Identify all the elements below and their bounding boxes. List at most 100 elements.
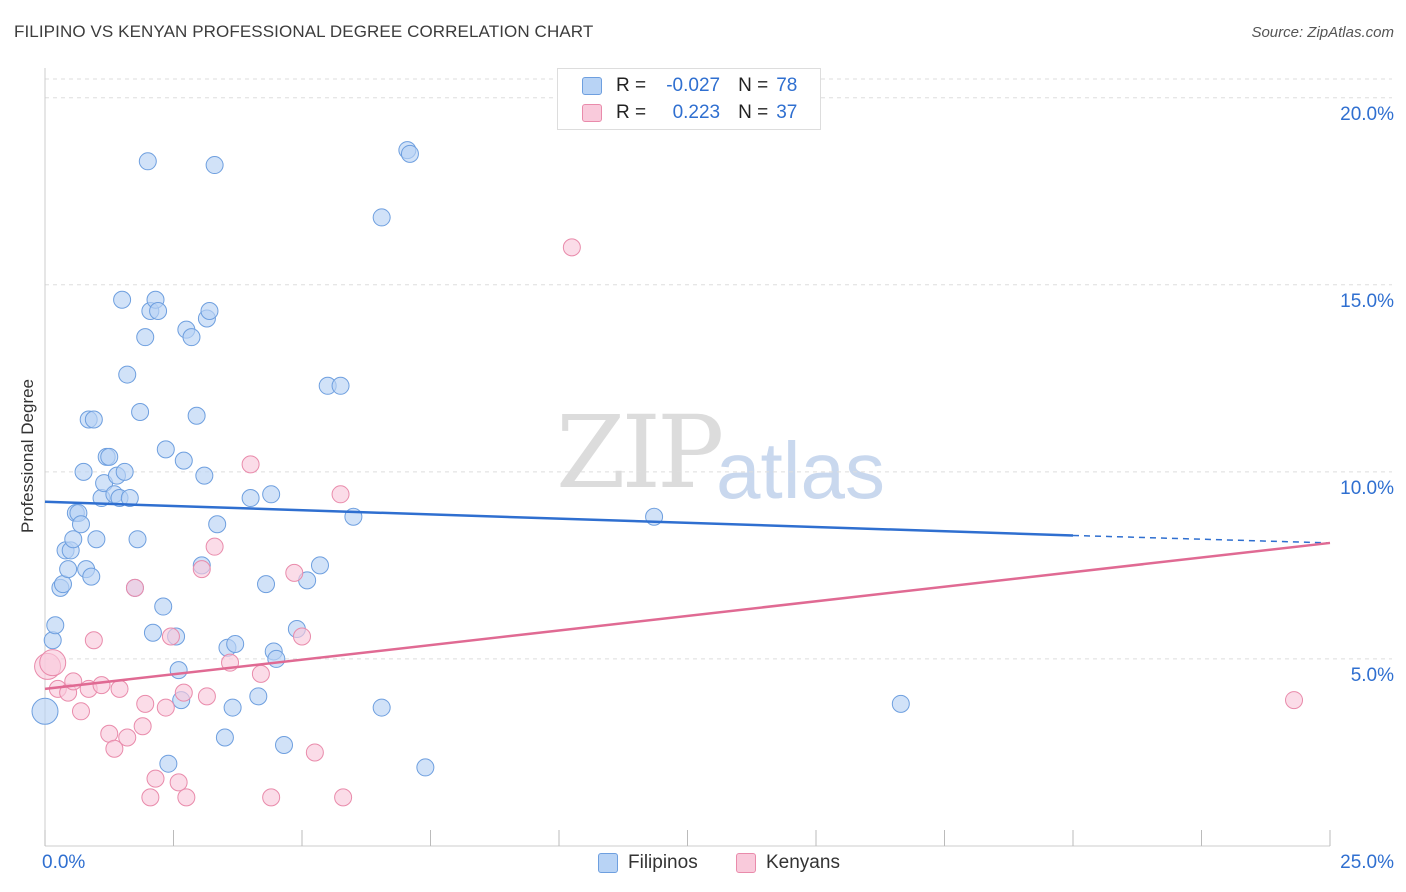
filipino-swatch: [582, 77, 602, 95]
filipino-point: [205, 156, 224, 175]
trend-lines: [44, 500, 1331, 691]
kenyan-point: [125, 578, 144, 597]
filipino-point: [136, 328, 155, 347]
kenyan-point: [118, 728, 137, 747]
kenyan-point: [133, 717, 152, 736]
filipino-point: [169, 661, 188, 680]
kenyan-point: [1285, 691, 1304, 710]
filipino-point: [187, 406, 206, 425]
filipino-point: [149, 301, 168, 320]
kenyan-point: [205, 537, 224, 556]
kenyan-point: [39, 649, 67, 677]
filipino-point: [82, 567, 101, 586]
filipino-point: [31, 697, 59, 725]
filipino-point: [53, 575, 72, 594]
filipino-point: [195, 466, 214, 485]
kenyan-swatch: [582, 104, 602, 122]
filipino-legend-label: Filipinos: [628, 852, 698, 873]
kenyan-point: [146, 769, 165, 788]
data-points: [31, 141, 1304, 807]
kenyan-point: [192, 560, 211, 579]
filipino-point: [241, 489, 260, 508]
filipino-point: [249, 687, 268, 706]
filipino-point: [891, 694, 910, 713]
grid-lines: [45, 78, 1392, 660]
y-tick-label: 10.0%: [1340, 477, 1394, 499]
kenyan-point: [136, 694, 155, 713]
filipino-point: [74, 462, 93, 481]
chart-title: FILIPINO VS KENYAN PROFESSIONAL DEGREE C…: [14, 22, 594, 41]
filipino-point: [208, 515, 227, 534]
filipino-point: [416, 758, 435, 777]
kenyan-point: [71, 702, 90, 721]
kenyan-point: [84, 631, 103, 650]
filipino-point: [120, 489, 139, 508]
kenyan-point: [241, 455, 260, 474]
kenyan-point: [331, 485, 350, 504]
filipino-legend-swatch: [598, 853, 618, 873]
kenyan-point: [334, 788, 353, 807]
y-tick-label: 5.0%: [1350, 664, 1394, 686]
filipino-point: [215, 728, 234, 747]
kenyan-point: [161, 627, 180, 646]
kenyan-point: [141, 788, 160, 807]
filipino-point: [310, 556, 329, 575]
filipino-point: [174, 451, 193, 470]
filipino-point: [100, 447, 119, 466]
kenyan-point: [285, 563, 304, 582]
filipino-point: [182, 328, 201, 347]
kenyan-point: [562, 238, 581, 257]
correlation-legend: R = -0.027 N = 78 R = 0.223 N = 37: [557, 68, 821, 130]
y-tick-label: 15.0%: [1340, 290, 1394, 312]
kenyan-point: [197, 687, 216, 706]
filipino-point: [275, 735, 294, 754]
filipino-point: [115, 462, 134, 481]
legend-r-label: R =: [616, 75, 647, 96]
filipino-point: [200, 301, 219, 320]
filipino-trend-line: [44, 500, 1074, 537]
axes: [44, 68, 1331, 847]
filipino-point: [43, 631, 62, 650]
bottom-legend-filipinos[interactable]: Filipinos: [598, 852, 698, 874]
filipino-point: [59, 560, 78, 579]
y-tick-label: 20.0%: [1340, 103, 1394, 125]
kenyan-legend-label: Kenyans: [766, 852, 840, 873]
kenyan-point: [262, 788, 281, 807]
filipino-point: [372, 698, 391, 717]
kenyan-point: [293, 627, 311, 646]
filipino-point: [262, 485, 281, 504]
watermark-zip: ZIP: [556, 394, 724, 511]
filipino-point: [46, 616, 65, 635]
legend-row-filipinos: R = -0.027 N = 78: [582, 74, 797, 98]
filipino-point: [267, 649, 286, 668]
kenyan-legend-swatch: [736, 853, 756, 873]
legend-n-value: 37: [776, 102, 798, 123]
filipino-point: [118, 365, 137, 384]
kenyan-point: [105, 739, 124, 758]
source-credit: Source: ZipAtlas.com: [1251, 24, 1394, 41]
filipino-point: [113, 290, 132, 309]
filipino-point: [400, 144, 419, 163]
kenyan-point: [177, 788, 196, 807]
bottom-legend-kenyans[interactable]: Kenyans: [736, 852, 840, 874]
y-axis-label: Professional Degree: [18, 378, 37, 534]
filipino-point: [143, 623, 162, 642]
watermark-atlas: atlas: [716, 426, 885, 515]
filipino-point: [223, 698, 242, 717]
kenyan-point: [100, 724, 119, 743]
filipino-point: [156, 440, 175, 459]
filipino-point: [131, 402, 150, 421]
filipino-trend-extension: [1072, 534, 1331, 544]
filipino-point: [87, 530, 106, 549]
kenyan-point: [110, 679, 129, 698]
legend-n-label: N =: [738, 75, 769, 96]
kenyan-point: [251, 664, 270, 683]
kenyan-point: [169, 773, 188, 792]
kenyan-trend-line: [44, 541, 1331, 691]
kenyan-point: [156, 698, 175, 717]
filipino-point: [372, 208, 391, 227]
legend-row-kenyans: R = 0.223 N = 37: [582, 101, 797, 125]
filipino-point: [128, 530, 147, 549]
legend-r-label: R =: [616, 102, 647, 123]
